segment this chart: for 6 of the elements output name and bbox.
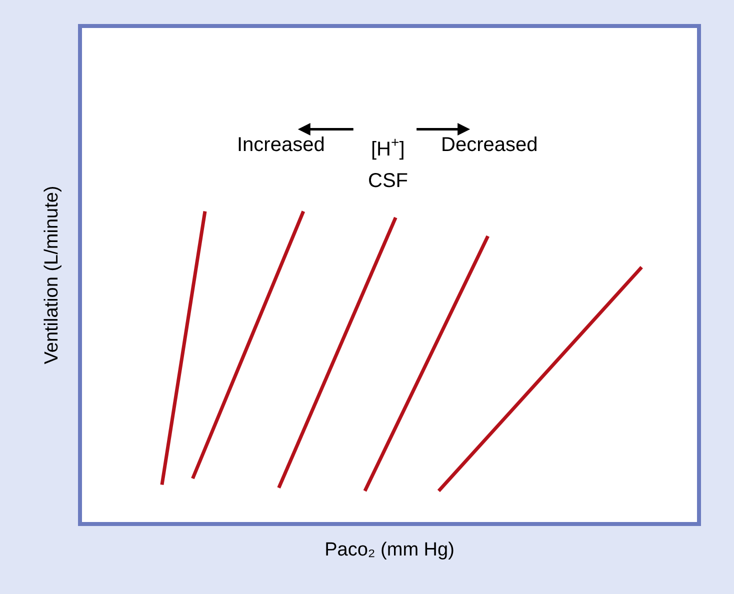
text: [H$^{+}$]	[371, 134, 405, 160]
x-axis-title: Paco₂ (mm Hg)	[324, 540, 454, 561]
text: Decreased	[441, 134, 538, 156]
y-axis-title: Ventilation (L/minute)	[41, 186, 62, 364]
text: CSF	[368, 170, 408, 192]
text: Increased	[237, 134, 325, 156]
